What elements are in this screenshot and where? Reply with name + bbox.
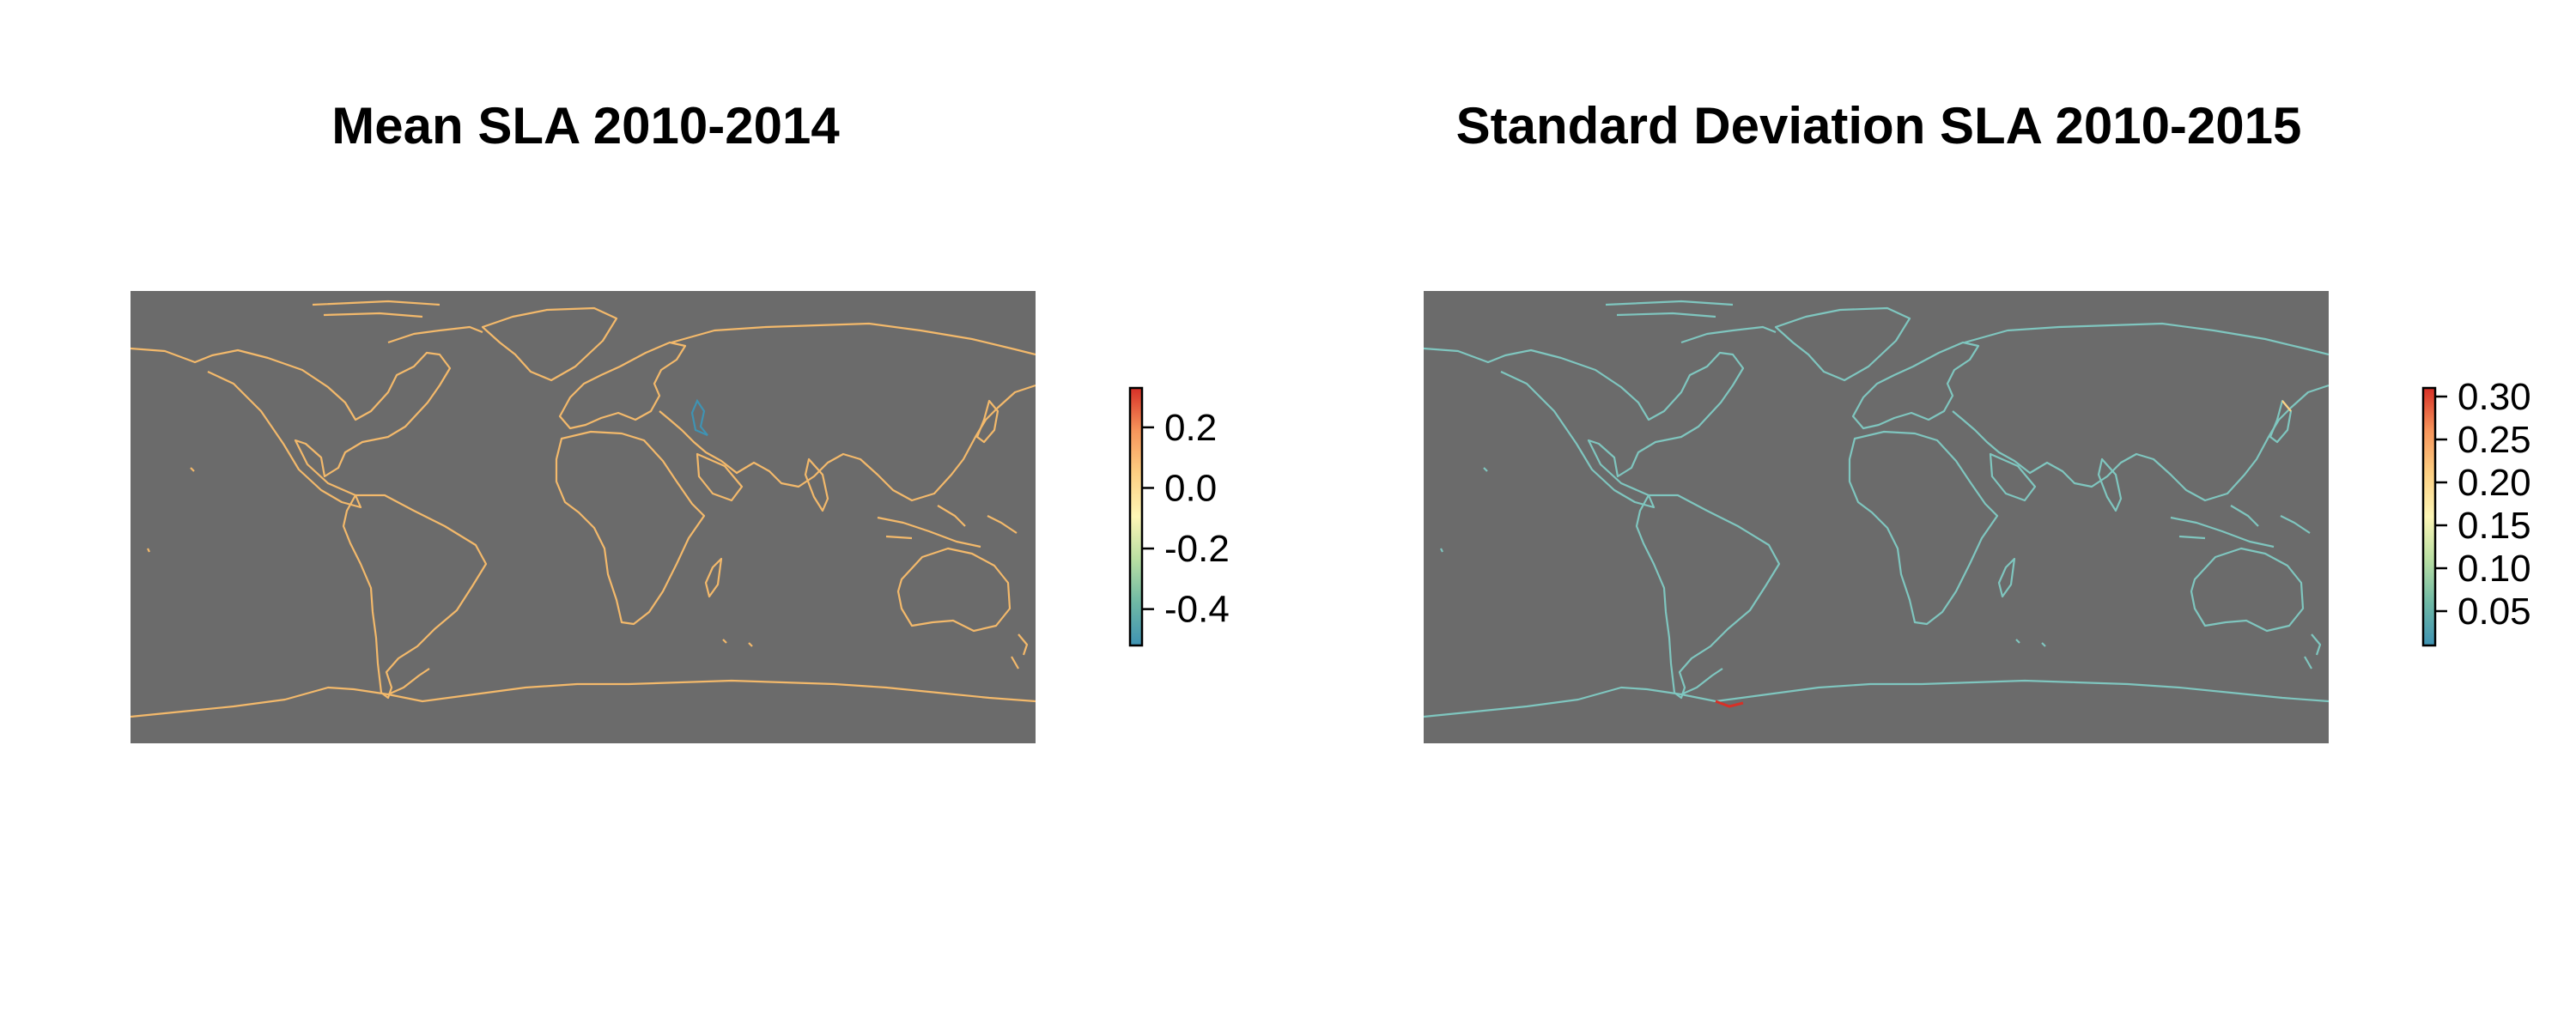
- colorbar-ticks: 0.2 0.0 -0.2 -0.4: [1142, 407, 1230, 631]
- map-title-mean-sla: Mean SLA 2010-2014: [331, 97, 840, 154]
- coastline-australia: [2190, 547, 2305, 633]
- mean-sla-map: [131, 291, 1036, 743]
- coastline-japan: [975, 399, 999, 444]
- coastline-small-islands: [147, 467, 753, 647]
- legend-sd-sla: 0.30 0.25 0.20 0.15 0.10 0.05: [2421, 376, 2576, 652]
- coastline-antarctica: [1424, 679, 2329, 718]
- coastline-indonesia: [877, 505, 1018, 548]
- colorbar: [2421, 386, 2437, 647]
- coastline-australia: [896, 547, 1012, 633]
- colorbar-tick-label: -0.2: [1164, 528, 1230, 570]
- coastline-arctic-islands: [1605, 300, 1777, 344]
- colorbar-tick-label: -0.4: [1164, 589, 1230, 631]
- coastline-south-america: [1635, 494, 1781, 700]
- coastline-north-america: [1424, 347, 1745, 509]
- colorbar-ticks: 0.300.250.200.150.100.05: [2435, 376, 2531, 633]
- caspian-sea-anomaly: [690, 398, 708, 437]
- colorbar-tick-label: 0.20: [2458, 462, 2531, 504]
- colorbar-tick-label: 0.2: [1164, 407, 1217, 449]
- map-panel-mean-sla: [131, 291, 1036, 743]
- coastline-north-america: [131, 347, 452, 509]
- coastlines: [1424, 300, 2329, 718]
- coastline-africa: [1848, 430, 1999, 626]
- japan-high-variability: [2281, 400, 2292, 412]
- coastline-antarctic-peninsula: [1680, 668, 1723, 696]
- colorbar-tick-label: 0.30: [2458, 376, 2531, 418]
- colorbar-tick-label: 0.05: [2458, 591, 2531, 633]
- coastline-small-islands: [1440, 467, 2046, 647]
- coastline-europe: [1851, 341, 1980, 430]
- colorbar-tick-label: 0.25: [2458, 419, 2531, 461]
- coastline-europe: [558, 341, 687, 430]
- coastline-greenland: [481, 306, 618, 382]
- colorbar-tick-label: 0.10: [2458, 548, 2531, 590]
- legend-mean-sla: 0.2 0.0 -0.2 -0.4: [1128, 386, 1386, 652]
- coastlines: [131, 300, 1036, 718]
- coastline-antarctica: [131, 679, 1036, 718]
- legend-mean-sla-svg: 0.2 0.0 -0.2 -0.4: [1128, 386, 1230, 647]
- sd-sla-map: [1424, 291, 2329, 743]
- coastline-south-america: [342, 494, 488, 700]
- colorbar: [1128, 386, 1144, 647]
- coastline-arctic-islands: [312, 300, 483, 344]
- map-panel-sd-sla: [1424, 291, 2329, 743]
- colorbar-tick-label: 0.15: [2458, 505, 2531, 547]
- coastline-greenland: [1774, 306, 1911, 382]
- map-title-sd-sla: Standard Deviation SLA 2010-2015: [1455, 97, 2302, 154]
- drake-passage-high-variability: [1715, 700, 1744, 708]
- legend-sd-sla-svg: 0.300.250.200.150.100.05: [2421, 376, 2531, 647]
- coastline-new-zealand: [1011, 633, 1029, 670]
- coastline-asia: [1952, 322, 2329, 502]
- coastline-arabia-india: [696, 452, 829, 512]
- coastline-new-zealand: [2304, 633, 2322, 670]
- coastline-asia: [659, 322, 1036, 502]
- colorbar-tick-label: 0.0: [1164, 467, 1217, 509]
- coastline-madagascar: [704, 557, 723, 598]
- coastline-africa: [555, 430, 706, 626]
- coastline-indonesia: [2170, 505, 2311, 548]
- coastline-madagascar: [1997, 557, 2016, 598]
- coastline-arabia-india: [1989, 452, 2123, 512]
- coastline-antarctic-peninsula: [387, 668, 430, 696]
